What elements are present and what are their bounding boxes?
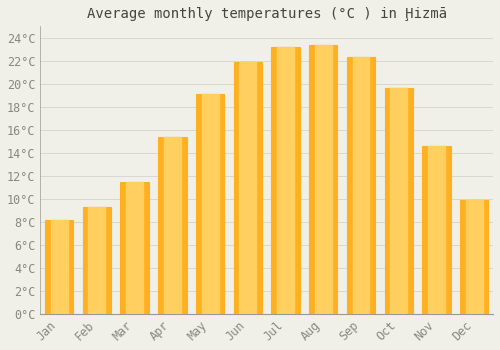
Bar: [158, 137, 186, 314]
Bar: [466, 200, 482, 314]
Bar: [272, 47, 299, 314]
Bar: [240, 62, 256, 314]
Bar: [196, 94, 224, 314]
Bar: [460, 200, 488, 314]
Bar: [88, 207, 106, 314]
Bar: [126, 182, 143, 314]
Bar: [315, 45, 332, 314]
Bar: [422, 146, 450, 314]
Bar: [202, 94, 218, 314]
Bar: [347, 57, 375, 314]
Bar: [390, 89, 407, 314]
Bar: [384, 89, 413, 314]
Bar: [428, 146, 445, 314]
Bar: [234, 62, 262, 314]
Bar: [277, 47, 294, 314]
Bar: [83, 207, 111, 314]
Bar: [50, 219, 68, 314]
Bar: [164, 137, 181, 314]
Bar: [45, 219, 74, 314]
Bar: [352, 57, 370, 314]
Title: Average monthly temperatures (°C ) in Ḩizmā: Average monthly temperatures (°C ) in Ḩi…: [86, 7, 446, 21]
Bar: [309, 45, 338, 314]
Bar: [120, 182, 149, 314]
